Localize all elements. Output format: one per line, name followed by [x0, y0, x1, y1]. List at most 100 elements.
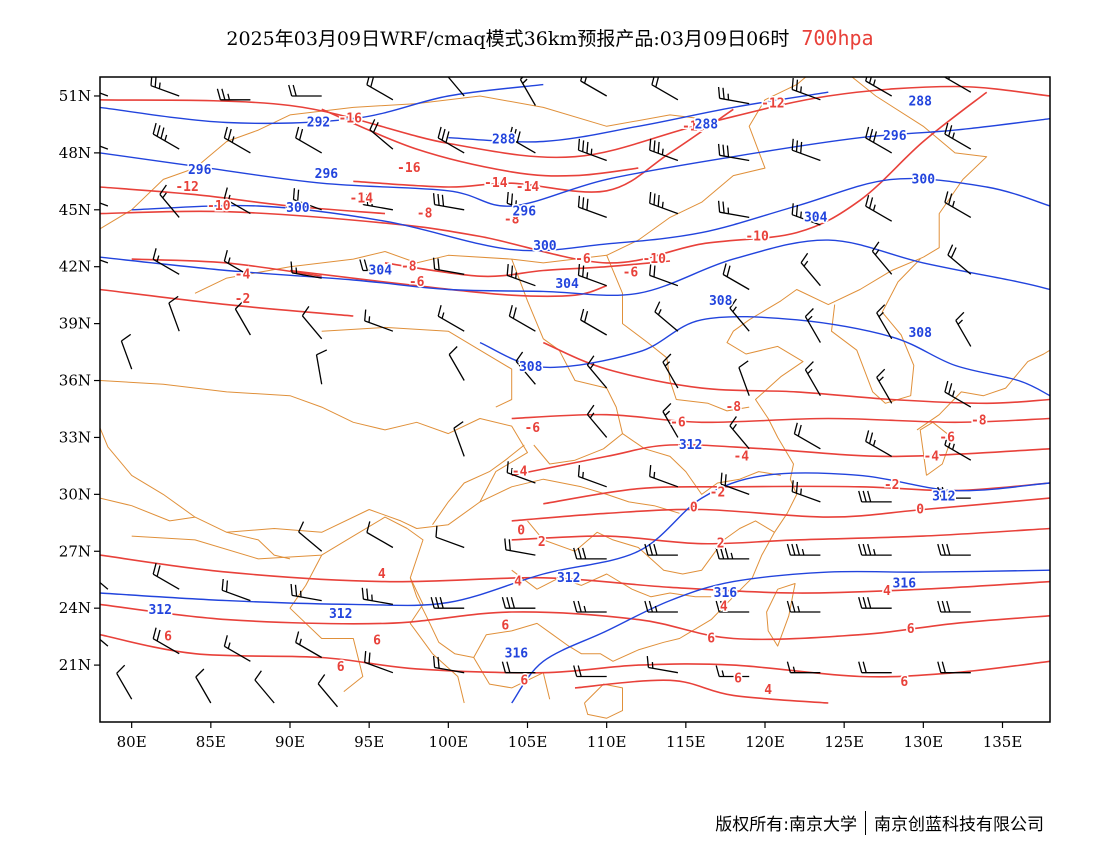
wind-barb [100, 259, 109, 264]
wind-barb-half-feather [164, 134, 168, 141]
wind-barb-feather [648, 600, 654, 613]
temperature-label: -6 [670, 415, 686, 430]
wind-barb [729, 416, 750, 450]
wind-barb-shaft [295, 641, 323, 659]
y-tick-label: 21N [59, 656, 91, 674]
wind-barb-half-feather [800, 488, 802, 495]
wind-barb [720, 472, 750, 496]
wind-barb-feather [795, 543, 801, 556]
wind-barb-shaft [649, 149, 679, 162]
wind-barb [586, 404, 608, 438]
wind-barb-feather [195, 668, 205, 678]
height-label: 296 [883, 129, 907, 144]
x-tick-label: 100E [429, 733, 469, 751]
wind-barb-shaft [295, 137, 323, 154]
wind-barb-feather [361, 587, 365, 600]
wind-barb-feather [800, 252, 809, 264]
wind-barb [649, 465, 679, 488]
wind-barb-shaft [738, 367, 750, 396]
wind-barb-feather [586, 355, 595, 366]
wind-barb-feather [156, 125, 161, 137]
wind-barb [453, 421, 465, 457]
temperature-label: -6 [939, 430, 955, 445]
temperature-label: 2 [717, 537, 725, 552]
wind-barb-shaft [865, 137, 893, 154]
wind-barb [791, 203, 821, 226]
temperature-label: 6 [337, 660, 345, 675]
wind-barb-shaft [649, 475, 679, 488]
temperature-contour [511, 413, 1050, 424]
wind-barb-feather [506, 191, 509, 204]
wind-barb-feather [868, 432, 874, 444]
wind-barb-half-feather [583, 77, 587, 84]
temperature-label: -4 [235, 267, 251, 282]
wind-barb [649, 138, 679, 162]
wind-barb [715, 665, 750, 678]
wind-barb-feather [573, 600, 578, 613]
wind-barb-feather [441, 194, 445, 207]
wind-barb-shaft [578, 149, 607, 162]
wind-barb [577, 195, 607, 219]
wind-barb-feather [437, 126, 442, 139]
wind-barb-feather [437, 656, 440, 669]
wind-barb-feather [448, 67, 455, 76]
wind-barb-shaft [865, 205, 893, 222]
y-tick-label: 45N [59, 201, 91, 219]
temperature-contour [574, 679, 829, 704]
height-label: 296 [315, 167, 339, 182]
wind-barb-shaft [100, 145, 109, 150]
wind-barb-feather [872, 131, 878, 143]
wind-barb-shaft [434, 666, 465, 674]
wind-barb-feather [791, 543, 796, 556]
wind-barb-shaft [120, 340, 133, 370]
wind-barb-feather [294, 584, 298, 597]
wind-barb-feather [717, 143, 721, 156]
wind-barb-shaft [224, 260, 251, 277]
wind-barb-half-feather [518, 359, 524, 366]
wind-barb [100, 202, 109, 207]
wind-barb-shaft [437, 137, 465, 154]
wind-barb [654, 301, 679, 332]
temperature-contour [511, 527, 1050, 545]
wind-barb-feather [720, 600, 725, 613]
temperature-label: -12 [175, 180, 198, 195]
wind-barb [298, 521, 323, 552]
wind-barb-feather [722, 263, 727, 275]
wind-barb-feather [862, 661, 867, 673]
wind-barb-shaft [944, 133, 972, 150]
wind-barb-shaft [519, 79, 536, 106]
height-label: 312 [679, 438, 702, 453]
wind-barb-feather [573, 547, 578, 560]
wind-barb-half-feather [721, 670, 725, 677]
wind-barb-shaft [291, 594, 322, 602]
wind-barb [937, 543, 971, 556]
wind-barb-shaft [719, 154, 750, 162]
wind-barb-feather [298, 521, 305, 533]
wind-barb-shaft [662, 361, 679, 389]
wind-barb [501, 597, 536, 609]
wind-barb-feather [729, 416, 737, 427]
wind-barb-feather [800, 141, 803, 154]
y-tick-label: 27N [59, 542, 91, 560]
wind-barb-feather [368, 652, 371, 665]
wind-barb [791, 78, 821, 101]
wind-barb-shaft [291, 272, 322, 279]
wind-barb [435, 525, 465, 549]
wind-barb-feather [295, 126, 300, 139]
wind-barb-feather [586, 141, 589, 154]
wind-barb-half-feather [800, 211, 802, 218]
temperature-contour [100, 85, 1050, 159]
temperature-label: 6 [707, 632, 715, 647]
temperature-label: -14 [350, 191, 374, 206]
wind-barb-feather [152, 563, 157, 575]
height-label: 308 [709, 294, 733, 309]
wind-barb-shaft [876, 376, 893, 404]
wind-barb-half-feather [872, 79, 876, 86]
height-label: 304 [555, 277, 579, 292]
footer-company: 南京创蓝科技有限公司 [874, 815, 1044, 835]
wind-barb-feather [80, 128, 81, 139]
wind-barb-feather [441, 128, 446, 141]
temperature-label: 0 [916, 503, 924, 518]
wind-barb [223, 187, 251, 215]
wind-barb-feather [791, 480, 794, 492]
